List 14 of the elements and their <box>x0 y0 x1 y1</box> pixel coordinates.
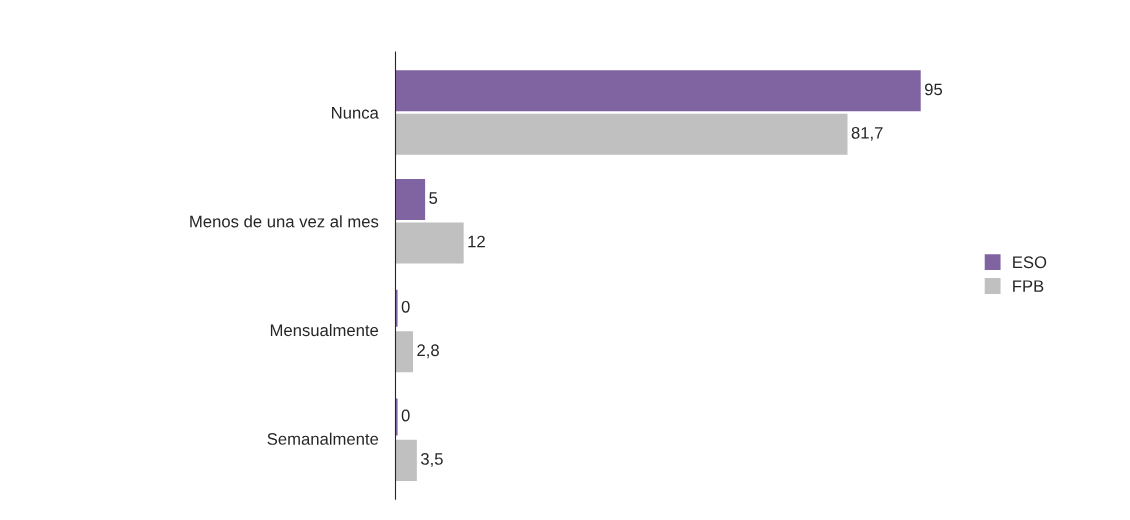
data-label: 81,7 <box>851 126 883 141</box>
y-tick-label: Menos de una vez al mes <box>190 215 379 228</box>
legend-label: FPB <box>1013 280 1044 292</box>
legend-label: ESO <box>1013 256 1047 269</box>
data-label: 2,8 <box>417 344 439 359</box>
data-label: 5 <box>429 192 438 204</box>
data-label: 0 <box>401 409 410 422</box>
y-tick-label: Semanalmente <box>267 432 379 445</box>
data-label: 0 <box>401 300 410 313</box>
y-tick-label: Nunca <box>332 107 379 119</box>
data-label: 3,5 <box>420 453 443 467</box>
data-label: 12 <box>468 235 485 248</box>
data-label: 95 <box>924 83 943 96</box>
y-tick-label: Mensualmente <box>270 323 379 337</box>
